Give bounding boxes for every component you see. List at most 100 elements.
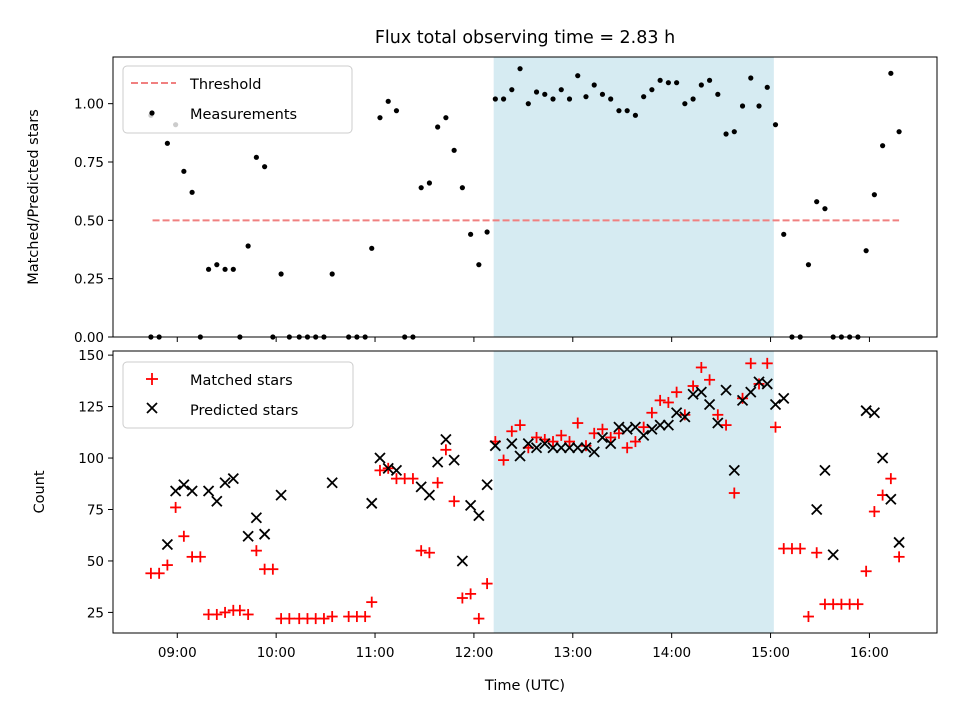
matched-star-marker [802,611,814,623]
predicted-star-marker [728,464,740,477]
observing-window-shade [493,351,774,633]
predicted-star-marker [211,495,223,507]
matched-star-marker [456,592,468,604]
predicted-star-marker [868,407,881,419]
matched-star-marker [629,436,641,448]
matched-star-marker [728,487,740,499]
matched-star-marker [621,442,633,454]
predicted-star-marker [456,555,469,567]
measurement-point [649,87,655,93]
predicted-star-marker [687,388,699,400]
predicted-star-marker [703,398,716,411]
predicted-star-marker [621,423,633,435]
measurement-point [426,180,433,186]
measurement-point [616,108,622,114]
measurement-point [329,271,335,277]
predicted-star-marker [646,423,658,435]
measurement-point [698,82,704,88]
predicted-star-marker [547,442,559,454]
y-tick-label: 0.00 [74,330,104,346]
matched-star-marker [761,357,773,369]
matched-star-marker [465,588,477,600]
bottom-plot-frame [112,350,938,634]
predicted-star-marker [753,376,765,388]
y-tick-label: 0.75 [74,155,104,171]
x-tick-label: 10:00 [257,645,296,661]
matched-star-marker [415,545,427,557]
y-tick-label: 0.50 [74,213,104,229]
matched-star-marker [514,419,526,431]
predicted-star-marker [811,503,823,516]
predicted-star-marker [186,485,198,497]
matched-star-marker [605,431,617,443]
measurement-point [459,185,465,191]
measurement-point [822,206,828,212]
x-tick-label: 16:00 [850,645,889,661]
matched-star-marker [432,477,444,489]
matched-star-marker [704,374,716,386]
measurement-point [731,129,737,135]
predicted-star-marker [382,462,394,474]
x-tick-label: 11:00 [356,645,395,661]
y-tick-label: 0.25 [74,272,104,288]
predicted-star-marker [161,538,174,551]
measurement-point [748,75,754,81]
predicted-star-marker [712,417,724,429]
matched-star-marker [250,545,262,557]
measurement-point [690,96,696,102]
measurement-point [205,266,212,272]
matched-star-marker [326,611,338,623]
measurement-point [533,89,540,95]
matched-star-marker [596,423,608,435]
measurement-point [435,124,441,130]
matched-star-marker [580,440,592,452]
matched-star-marker [242,608,254,620]
top-plot-frame [112,56,938,338]
matched-star-marker [654,394,666,406]
measurement-point [164,140,170,146]
matched-star-marker [423,547,435,559]
predicted-star-marker [440,433,452,446]
measurement-point [443,115,449,121]
measurement-point [764,84,770,90]
matched-star-marker [267,563,279,575]
y-tick-label: 1.00 [74,97,104,113]
measurement-point [863,248,869,254]
measurement-point [665,80,671,86]
measurement-point [550,96,556,102]
predicted-star-marker [522,437,534,450]
matched-star-marker [234,604,246,616]
measurement-point [756,103,762,109]
predicted-star-marker [745,386,757,398]
y-tick-label: 75 [87,502,104,518]
x-tick-label: 14:00 [652,645,691,661]
x-tick-label: 15:00 [751,645,790,661]
matched-star-marker [161,559,173,571]
y-tick-label: 25 [87,605,104,621]
predicted-star-marker [219,477,231,489]
measurement-point [214,262,220,268]
measurement-point [484,229,490,235]
matched-star-marker [194,551,206,563]
measurement-point [723,131,729,137]
measurement-point [509,87,515,93]
bottom-legend: Matched stars Predicted stars [122,361,354,429]
measurement-point [608,96,614,102]
measurement-point [451,147,457,153]
measurement-point [583,94,589,100]
predicted-star-marker [464,499,477,512]
matched-star-marker [481,578,493,590]
measurement-point [476,262,482,268]
measurement-point [189,189,195,195]
measurement-point [880,143,886,149]
predicted-star-marker [778,392,790,404]
matched-star-marker [407,473,419,485]
matched-star-marker [506,425,518,437]
top-legend: Threshold Measurements [122,65,353,134]
x-tick-label: 09:00 [158,645,197,661]
predicted-star-marker [448,454,460,466]
top-y-axis-label: Matched/Predicted stars [26,109,42,285]
predicted-star-marker [876,452,889,464]
measurement-point [230,266,236,272]
measurement-point [896,129,902,135]
